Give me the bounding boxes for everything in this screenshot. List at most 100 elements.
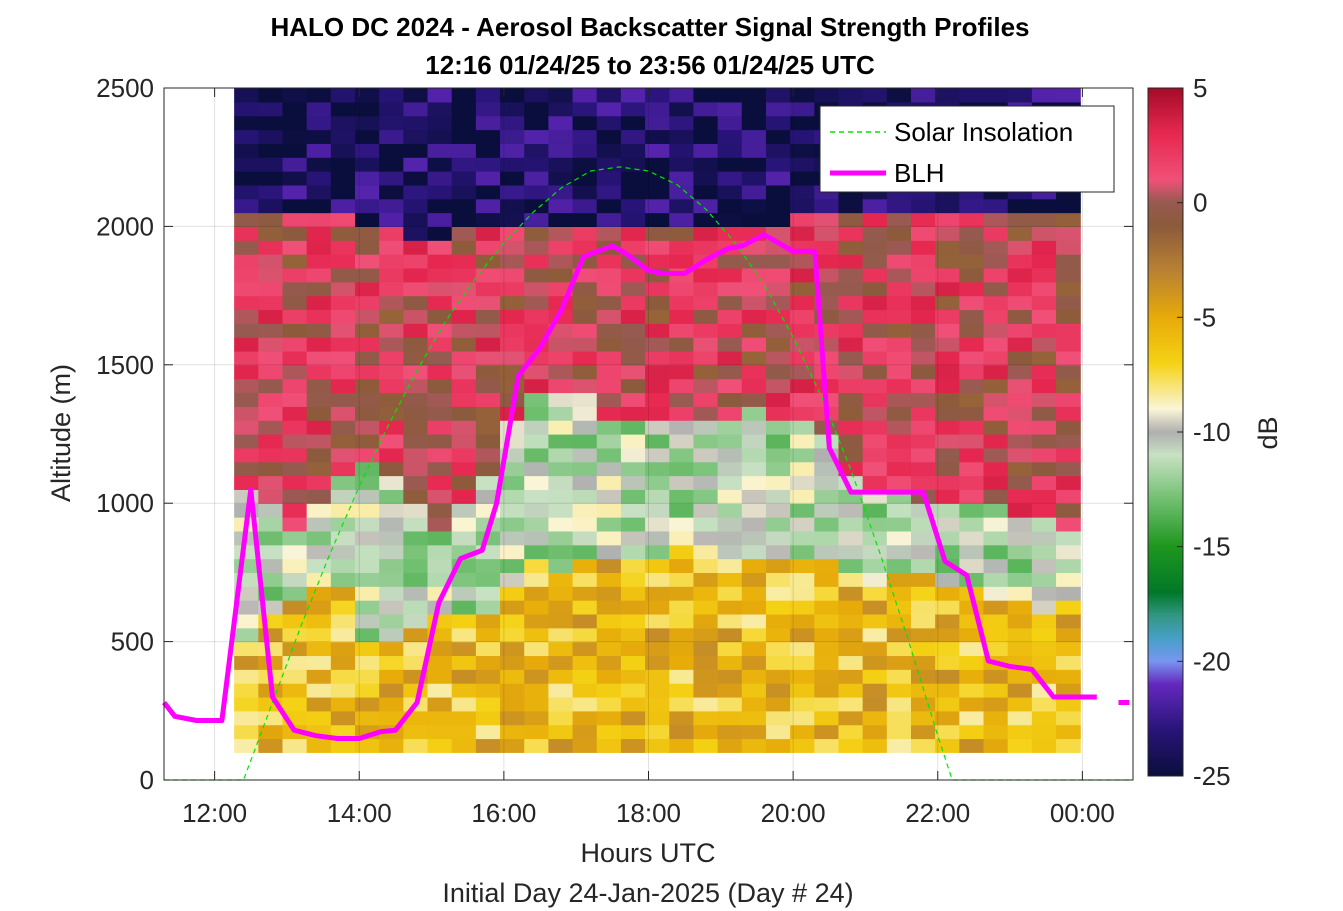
heatmap-cell (620, 378, 646, 394)
heatmap-cell (548, 434, 574, 449)
heatmap-cell (234, 724, 259, 740)
heatmap-cell (669, 378, 695, 394)
heatmap-cell (524, 115, 549, 131)
heatmap-cell (814, 240, 840, 255)
heatmap-cell (1031, 88, 1057, 103)
heatmap-cell (911, 558, 936, 573)
heatmap-cell (355, 378, 380, 394)
heatmap-cell (886, 364, 912, 380)
heatmap-cell (741, 101, 767, 117)
heatmap-cell (475, 143, 501, 158)
heatmap-cell (911, 337, 936, 352)
heatmap-cell (765, 129, 791, 144)
heatmap-cell (669, 627, 695, 643)
heatmap-cell (717, 669, 743, 684)
heatmap-cell (693, 392, 719, 407)
heatmap-cell (814, 600, 840, 615)
heatmap-cell (234, 613, 259, 629)
heatmap-cell (983, 309, 1009, 324)
heatmap-cell (886, 434, 912, 449)
heatmap-cell (1007, 378, 1033, 394)
heatmap-cell (258, 461, 284, 477)
heatmap-cell (306, 461, 332, 477)
heatmap-cell (379, 406, 404, 421)
heatmap-cell (427, 281, 453, 297)
heatmap-cell (693, 420, 719, 435)
heatmap-cell (693, 503, 719, 518)
heatmap-cell (741, 517, 767, 532)
heatmap-cell (765, 378, 791, 394)
heatmap-cell (572, 475, 598, 490)
heatmap-cell (475, 475, 501, 490)
heatmap-cell (355, 710, 380, 726)
heatmap-cell (524, 710, 549, 726)
heatmap-cell (355, 683, 380, 698)
heatmap-cell (330, 544, 356, 560)
heatmap-cell (645, 586, 670, 601)
colorbar-tick-label: -15 (1193, 532, 1231, 562)
heatmap-cell (475, 724, 501, 740)
heatmap-cell (475, 88, 501, 103)
heatmap-cell (741, 350, 767, 366)
heatmap-cell (330, 240, 356, 255)
heatmap-cell (935, 392, 960, 407)
heatmap-cell (379, 101, 404, 117)
heatmap-cell (572, 544, 598, 560)
heatmap-cell (790, 267, 815, 283)
heatmap-cell (572, 517, 598, 532)
heatmap-cell (403, 212, 429, 227)
heatmap-cell (330, 309, 356, 324)
heatmap-cell (765, 475, 791, 490)
heatmap-cell (1031, 586, 1057, 601)
heatmap-cell (306, 337, 332, 352)
heatmap-cell (935, 724, 960, 740)
heatmap-cell (911, 627, 936, 643)
heatmap-cell (500, 517, 525, 532)
heatmap-cell (911, 738, 936, 753)
heatmap-cell (330, 558, 356, 573)
heatmap-cell (741, 323, 767, 338)
heatmap-cell (330, 503, 356, 518)
heatmap-cell (886, 267, 912, 283)
heatmap-cell (983, 254, 1009, 269)
heatmap-cell (427, 683, 453, 698)
heatmap-cell (234, 655, 259, 670)
heatmap-cell (427, 475, 453, 490)
heatmap-cell (911, 434, 936, 449)
heatmap-cell (427, 198, 453, 214)
x-tick-label: 16:00 (471, 798, 536, 828)
heatmap-cell (838, 350, 864, 366)
heatmap-cell (765, 295, 791, 311)
heatmap-cell (693, 724, 719, 740)
heatmap-cell (306, 503, 332, 518)
heatmap-cell (1007, 406, 1033, 421)
heatmap-cell (355, 350, 380, 366)
heatmap-cell (1056, 240, 1081, 255)
heatmap-cell (741, 295, 767, 311)
heatmap-cell (1031, 295, 1057, 311)
heatmap-cell (838, 530, 864, 546)
heatmap-cell (355, 420, 380, 435)
heatmap-cell (669, 544, 695, 560)
heatmap-cell (669, 420, 695, 435)
heatmap-cell (886, 447, 912, 463)
heatmap-cell (234, 129, 259, 144)
heatmap-cell (548, 475, 574, 490)
heatmap-cell (717, 600, 743, 615)
heatmap-cell (403, 101, 429, 117)
heatmap-cell (379, 392, 404, 407)
heatmap-cell (1056, 447, 1081, 463)
heatmap-cell (572, 115, 598, 131)
heatmap-cell (765, 683, 791, 698)
heatmap-cell (306, 198, 332, 214)
heatmap-cell (548, 254, 574, 269)
heatmap-cell (1007, 738, 1033, 753)
colorbar-tick-label: -25 (1193, 761, 1231, 791)
heatmap-cell (548, 171, 574, 186)
heatmap-cell (427, 337, 453, 352)
heatmap-cell (355, 738, 380, 753)
heatmap-cell (1056, 503, 1081, 518)
heatmap-cell (451, 226, 477, 241)
heatmap-cell (258, 157, 284, 172)
heatmap-cell (983, 461, 1009, 477)
